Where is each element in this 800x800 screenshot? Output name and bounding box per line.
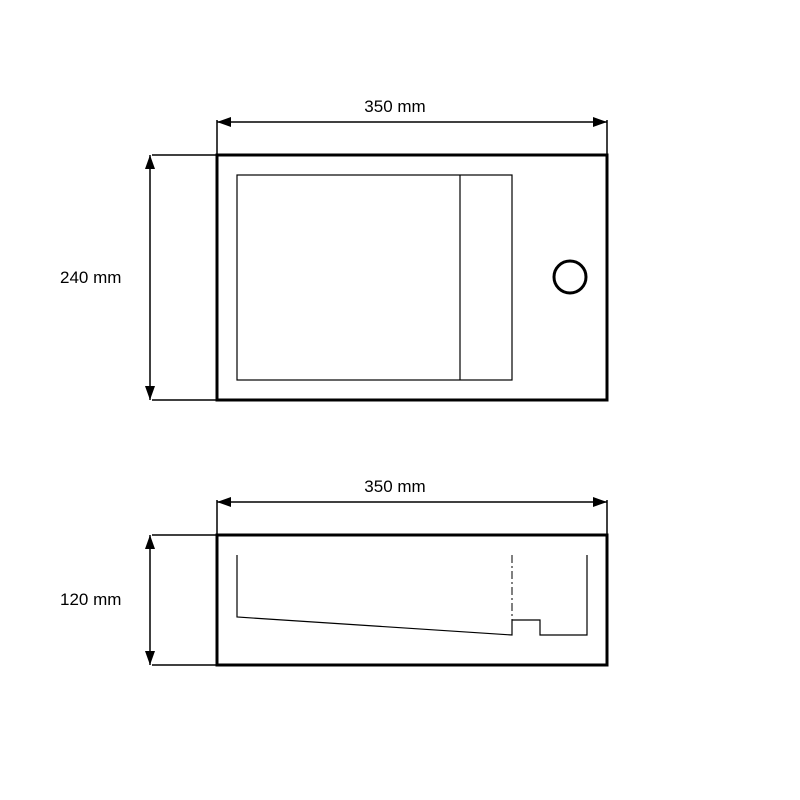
top-view: 350 mm 240 mm <box>60 97 607 400</box>
front-height-label: 120 mm <box>60 590 121 609</box>
dimension-drawing: 350 mm 240 mm 350 mm <box>0 0 800 800</box>
top-tap-hole <box>554 261 586 293</box>
front-inner-profile <box>237 555 587 635</box>
front-width-dimension: 350 mm <box>217 477 607 535</box>
top-outer-rect <box>217 155 607 400</box>
front-outer-rect <box>217 535 607 665</box>
top-height-dimension: 240 mm <box>60 155 217 400</box>
front-view: 350 mm 120 mm <box>60 477 607 665</box>
front-width-label: 350 mm <box>364 477 425 496</box>
top-height-label: 240 mm <box>60 268 121 287</box>
top-inner-rect <box>237 175 512 380</box>
front-height-dimension: 120 mm <box>60 535 217 665</box>
top-width-label: 350 mm <box>364 97 425 116</box>
top-width-dimension: 350 mm <box>217 97 607 155</box>
